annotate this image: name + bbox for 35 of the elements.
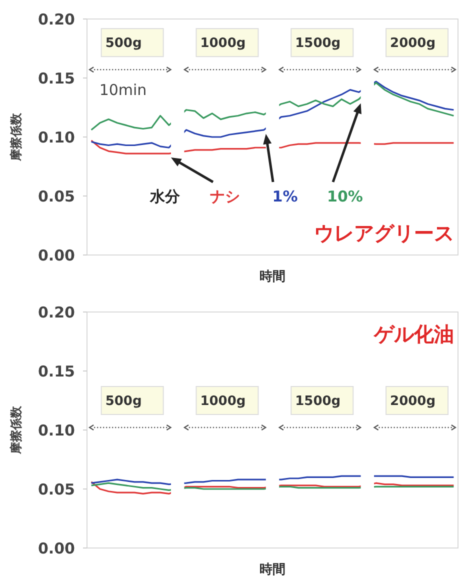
y-tick-label: 0.05	[38, 187, 75, 206]
annotation: 1500g	[295, 394, 341, 410]
y-tick-label: 0.05	[38, 480, 75, 498]
annotation: 1000g	[200, 36, 246, 52]
line-series	[90, 140, 454, 154]
y-tick-label: 0.00	[38, 539, 75, 558]
text: 1%	[272, 187, 298, 206]
y-tick-label: 0.10	[38, 421, 75, 440]
line-series	[90, 80, 454, 148]
y-tick-label: 0.10	[38, 128, 75, 146]
y-axis-title: 摩擦係数	[9, 112, 24, 162]
legend-title: 水分	[149, 187, 181, 206]
annotation: 2000g	[390, 394, 436, 410]
line-series	[90, 481, 454, 495]
annotation: 10min	[99, 80, 147, 99]
annotation: 500g	[105, 36, 142, 52]
y-tick-label: 0.20	[38, 303, 75, 322]
line-series	[90, 482, 454, 491]
line-series	[90, 475, 454, 486]
annotation: 1500g	[295, 36, 341, 52]
y-axis-title: 摩擦係数	[9, 405, 24, 455]
y-tick-label: 0.00	[38, 246, 75, 264]
text: ナシ	[210, 187, 240, 206]
annotation: 2000g	[390, 36, 436, 52]
text: 10%	[327, 187, 363, 206]
line-series	[90, 82, 454, 131]
annotation: 1000g	[200, 394, 246, 410]
x-axis-title: 時間	[260, 270, 286, 285]
x-axis-title: 時間	[260, 562, 286, 578]
text: ゲル化油	[373, 322, 454, 346]
y-tick-label: 0.20	[38, 10, 75, 28]
y-tick-label: 0.15	[38, 69, 75, 88]
text: ウレアグリース	[314, 221, 454, 245]
y-tick-label: 0.15	[38, 362, 75, 380]
annotation: 500g	[105, 394, 142, 410]
